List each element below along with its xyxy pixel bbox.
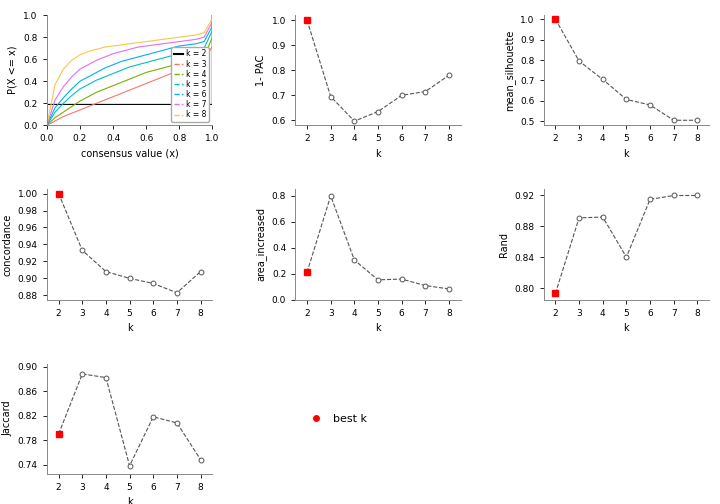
- X-axis label: k: k: [624, 323, 629, 333]
- Y-axis label: Rand: Rand: [499, 232, 509, 257]
- X-axis label: k: k: [624, 149, 629, 159]
- Y-axis label: concordance: concordance: [2, 213, 12, 276]
- X-axis label: k: k: [375, 149, 381, 159]
- Legend: k = 2, k = 3, k = 4, k = 5, k = 6, k = 7, k = 8: k = 2, k = 3, k = 4, k = 5, k = 6, k = 7…: [171, 47, 209, 121]
- Legend: best k: best k: [301, 409, 372, 428]
- Y-axis label: Jaccard: Jaccard: [2, 401, 12, 436]
- Y-axis label: P(X <= x): P(X <= x): [8, 46, 18, 94]
- Y-axis label: 1- PAC: 1- PAC: [256, 54, 266, 86]
- Y-axis label: area_increased: area_increased: [256, 208, 266, 281]
- Y-axis label: mean_silhouette: mean_silhouette: [504, 30, 515, 111]
- X-axis label: k: k: [375, 323, 381, 333]
- X-axis label: k: k: [127, 323, 132, 333]
- X-axis label: k: k: [127, 497, 132, 504]
- X-axis label: consensus value (x): consensus value (x): [81, 149, 179, 159]
